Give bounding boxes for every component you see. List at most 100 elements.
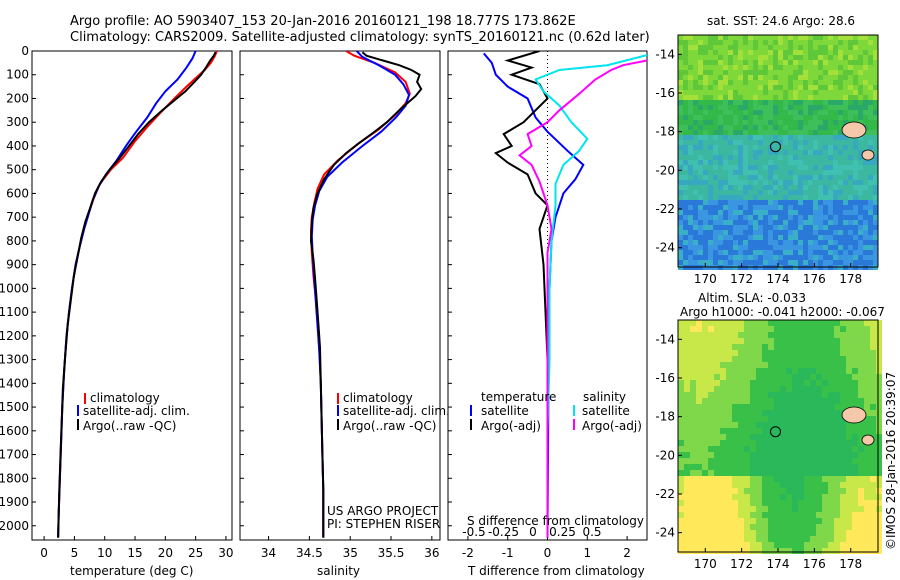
x-tick-label: 36 bbox=[424, 546, 439, 560]
island-shape bbox=[861, 149, 875, 161]
map-y-tick-label: -20 bbox=[655, 448, 675, 462]
legend-label-climatology: climatology bbox=[90, 391, 160, 405]
legend-swatch-argo bbox=[337, 419, 339, 430]
sla-map-frame bbox=[677, 319, 879, 553]
s-tick-label: 0 bbox=[529, 525, 537, 539]
x-tick-label: 0 bbox=[40, 546, 48, 560]
y-tick-label: 200 bbox=[6, 91, 29, 105]
map-y-tick-label: -24 bbox=[655, 526, 675, 540]
y-tick-label: 0 bbox=[21, 44, 29, 58]
map-x-tick-label: 174 bbox=[767, 557, 790, 571]
series-line-s-argo-adj- bbox=[517, 59, 647, 538]
legend-label-climatology: climatology bbox=[343, 391, 413, 405]
y-tick-label: 500 bbox=[6, 163, 29, 177]
x-tick-label: 15 bbox=[127, 546, 142, 560]
timestamp-label: ©IMOS 28-Jan-2016 20:39:07 bbox=[884, 372, 898, 550]
x-tick-label: 34 bbox=[261, 546, 276, 560]
legend-swatch-t-argo bbox=[470, 419, 472, 430]
y-tick-label: 100 bbox=[6, 68, 29, 82]
legend-label-argo: Argo(..raw -QC) bbox=[343, 419, 436, 433]
y-tick-label: 1500 bbox=[0, 400, 29, 414]
temperature-panel bbox=[31, 50, 233, 541]
legend-swatch-satellite-adj bbox=[337, 405, 339, 416]
x-tick-label: 0 bbox=[544, 546, 552, 560]
map-x-tick-label: 176 bbox=[803, 272, 826, 286]
y-tick-label: 1400 bbox=[0, 376, 29, 390]
legend-swatch-climatology bbox=[84, 393, 86, 404]
header-line-1: Argo profile: AO 5903407_153 20-Jan-2016… bbox=[70, 14, 576, 29]
legend-label-satellite-adj: satellite-adj. clim. bbox=[343, 404, 450, 418]
x-tick-label: 35.5 bbox=[378, 546, 405, 560]
y-tick-label: 1800 bbox=[0, 471, 29, 485]
map-y-tick-label: -14 bbox=[655, 47, 675, 61]
map-y-tick-label: -22 bbox=[655, 487, 675, 501]
legend-header-temperature: temperature bbox=[481, 390, 556, 404]
island-shape bbox=[841, 406, 867, 424]
salinity-legend: climatology satellite-adj. clim. Argo(..… bbox=[327, 391, 450, 531]
series-line-s-satellite bbox=[534, 54, 647, 538]
s-tick-label: -0.5 bbox=[462, 525, 485, 539]
s-tick-label: 0.5 bbox=[582, 525, 601, 539]
map-y-tick-label: -24 bbox=[655, 241, 675, 255]
map-x-tick-label: 178 bbox=[839, 272, 862, 286]
s-tick-label: -0.25 bbox=[488, 525, 519, 539]
map-x-tick-label: 174 bbox=[767, 272, 790, 286]
map-x-tick-label: 172 bbox=[730, 557, 753, 571]
map-y-tick-label: -18 bbox=[655, 125, 675, 139]
y-tick-label: 300 bbox=[6, 115, 29, 129]
map-y-tick-label: -16 bbox=[655, 86, 675, 100]
sst-map-title: sat. SST: 24.6 Argo: 28.6 bbox=[707, 14, 855, 28]
map-x-tick-label: 172 bbox=[730, 272, 753, 286]
y-tick-label: 1600 bbox=[0, 424, 29, 438]
pi-label: PI: STEPHEN RISER bbox=[327, 517, 440, 531]
y-tick-label: 900 bbox=[6, 258, 29, 272]
series-line-argo-raw-qc- bbox=[309, 51, 423, 538]
x-tick-label: -1 bbox=[502, 546, 514, 560]
x-tick-label: 5 bbox=[71, 546, 79, 560]
legend-swatch-satellite-adj bbox=[77, 405, 79, 416]
map-x-tick-label: 178 bbox=[839, 557, 862, 571]
legend-swatch-s-satellite bbox=[573, 405, 575, 416]
x-tick-label: 1 bbox=[583, 546, 591, 560]
y-tick-label: 2000 bbox=[0, 519, 29, 533]
x-tick-label: 34.5 bbox=[296, 546, 323, 560]
x-tick-label: 30 bbox=[218, 546, 233, 560]
legend-label-s-satellite: satellite bbox=[582, 404, 630, 418]
sla-map-title-2: Argo h1000: -0.041 h2000: -0.067 bbox=[680, 305, 885, 319]
legend-label-satellite-adj: satellite-adj. clim. bbox=[83, 404, 190, 418]
project-label: US ARGO PROJECT bbox=[327, 504, 439, 518]
x-tick-label: 2 bbox=[623, 546, 631, 560]
legend-label-t-argo: Argo(-adj) bbox=[481, 419, 541, 433]
y-tick-label: 400 bbox=[6, 139, 29, 153]
argo-location-marker bbox=[769, 426, 781, 438]
map-y-tick-label: -18 bbox=[655, 410, 675, 424]
legend-label-s-argo: Argo(-adj) bbox=[582, 419, 642, 433]
map-y-tick-label: -14 bbox=[655, 332, 675, 346]
y-tick-label: 800 bbox=[6, 234, 29, 248]
x-tick-label: 35 bbox=[343, 546, 358, 560]
temperature-xlabel: temperature (deg C) bbox=[70, 564, 193, 578]
temperature-legend: climatology satellite-adj. clim. Argo(..… bbox=[77, 391, 190, 433]
series-line-t-argo-adj- bbox=[493, 51, 549, 538]
y-tick-label: 1700 bbox=[0, 448, 29, 462]
map-x-tick-label: 170 bbox=[694, 557, 717, 571]
sla-map: 170 172 174 176 178 -14 -16 -18 -20 -22 -24 bbox=[655, 320, 882, 571]
map-x-tick-label: 176 bbox=[803, 557, 826, 571]
legend-swatch-t-satellite bbox=[470, 405, 472, 416]
map-y-tick-label: -16 bbox=[655, 371, 675, 385]
difference-xlabel-top: S difference from climatology bbox=[467, 514, 644, 528]
y-tick-label: 1000 bbox=[0, 281, 29, 295]
difference-legend: temperature salinity satellite Argo(-adj… bbox=[470, 390, 642, 433]
legend-header-salinity: salinity bbox=[583, 390, 626, 404]
y-tick-label: 700 bbox=[6, 210, 29, 224]
header-line-2: Climatology: CARS2009. Satellite-adjuste… bbox=[70, 30, 650, 45]
s-tick-label: 0.25 bbox=[549, 525, 576, 539]
y-tick-label: 1200 bbox=[0, 329, 29, 343]
salinity-panel bbox=[239, 50, 441, 541]
sla-map-title-1: Altim. SLA: -0.033 bbox=[698, 291, 806, 305]
legend-swatch-argo bbox=[77, 419, 79, 430]
argo-location-marker bbox=[769, 141, 781, 153]
y-tick-label: 1300 bbox=[0, 353, 29, 367]
map-x-tick-label: 170 bbox=[694, 272, 717, 286]
